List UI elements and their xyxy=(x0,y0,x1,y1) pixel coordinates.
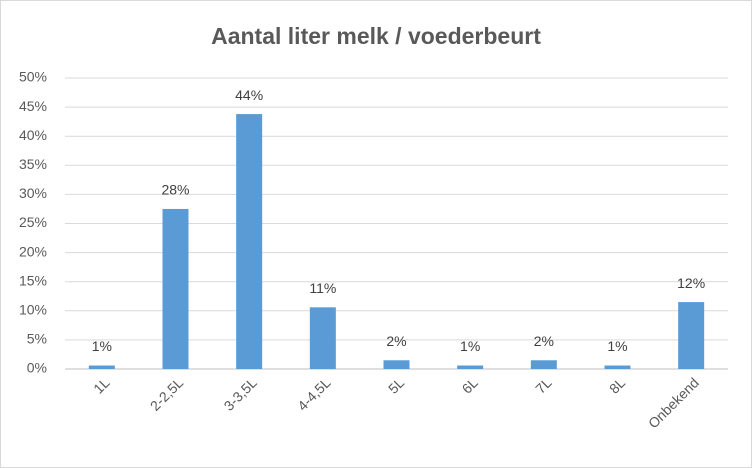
data-label: 44% xyxy=(235,87,263,103)
data-label: 12% xyxy=(677,275,705,291)
data-label: 1% xyxy=(460,338,480,354)
bar xyxy=(162,208,189,369)
y-tick-label: 50% xyxy=(19,69,47,85)
bar xyxy=(88,365,115,369)
y-tick-label: 20% xyxy=(19,243,47,259)
bar xyxy=(236,114,263,369)
bar xyxy=(383,360,410,369)
y-tick-label: 15% xyxy=(19,272,47,288)
y-tick-label: 10% xyxy=(19,302,47,318)
y-tick-label: 25% xyxy=(19,214,47,230)
data-label: 2% xyxy=(534,333,554,349)
bar xyxy=(604,365,631,369)
y-tick-label: 35% xyxy=(19,156,47,172)
data-label: 1% xyxy=(92,338,112,354)
y-tick-label: 45% xyxy=(19,98,47,114)
data-label: 28% xyxy=(161,182,189,198)
data-label: 11% xyxy=(309,280,336,296)
bar xyxy=(530,360,557,369)
data-label: 2% xyxy=(386,333,406,349)
bar xyxy=(309,307,336,369)
y-tick-label: 40% xyxy=(19,127,47,143)
bar xyxy=(457,365,484,369)
y-tick-label: 5% xyxy=(27,331,47,347)
y-tick-label: 0% xyxy=(27,360,47,376)
data-label: 1% xyxy=(607,338,627,354)
chart-title: Aantal liter melk / voederbeurt xyxy=(211,23,541,49)
y-tick-label: 30% xyxy=(19,185,47,201)
bar xyxy=(678,302,705,369)
